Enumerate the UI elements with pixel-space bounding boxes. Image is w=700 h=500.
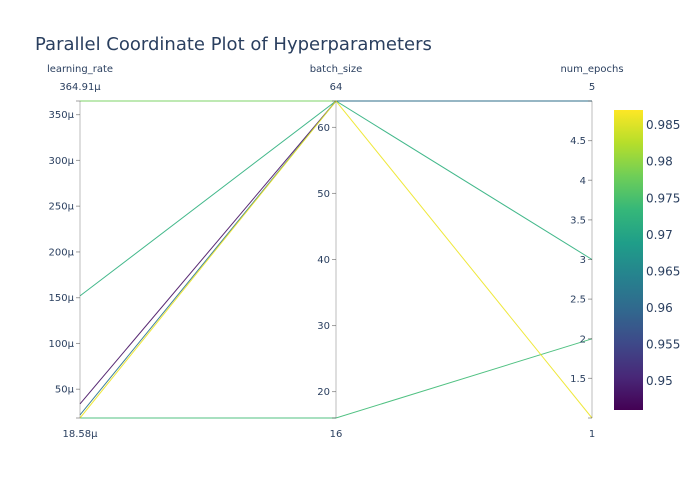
colorbar-tick-label: 0.965 (646, 264, 680, 278)
axis-range-max-label: 364.91µ (59, 82, 101, 93)
axis-tick-label: 50 (317, 189, 330, 200)
axis-tick-label: 3 (580, 255, 586, 266)
axis-learning_rate[interactable]: learning_rate 364.91µ 18.58µ 50µ 100µ 150µ 200… (47, 64, 113, 440)
axis-tick-label: 350µ (49, 110, 75, 121)
colorbar-tick-label: 0.96 (646, 301, 673, 315)
axis-tick-label: 30 (317, 321, 330, 332)
axis-tick-label: 20 (317, 387, 330, 398)
axis-range-min-label: 1 (589, 429, 595, 440)
axis-tick-label: 300µ (49, 156, 75, 167)
axis-tick-label: 4 (580, 176, 586, 187)
axis-tick-label: 40 (317, 255, 330, 266)
axis-tick-label: 60 (317, 123, 330, 134)
colorbar-tick-label: 0.975 (646, 191, 680, 205)
axis-tick-label: 3.5 (570, 215, 586, 226)
axis-tick-label: 200µ (49, 247, 75, 258)
axis-tick-label: 1.5 (570, 374, 586, 385)
colorbar: 0.95 0.955 0.96 0.965 0.97 0.975 0.98 0.985 (614, 110, 680, 410)
axis-tick-label: 50µ (55, 385, 75, 396)
axis-title: batch_size (310, 64, 363, 75)
colorbar-gradient (614, 110, 643, 410)
axis-brush-area[interactable] (584, 101, 600, 418)
colorbar-tick-label: 0.955 (646, 338, 680, 352)
axis-range-min-label: 16 (330, 429, 343, 440)
colorbar-tick-label: 0.985 (646, 118, 680, 132)
chart-title: Parallel Coordinate Plot of Hyperparamet… (35, 34, 432, 55)
axis-range-min-label: 18.58µ (63, 429, 99, 440)
axis-brush-area[interactable] (72, 101, 88, 418)
axis-tick-label: 2 (580, 334, 586, 345)
axis-range-max-label: 5 (589, 82, 595, 93)
axis-brush-area[interactable] (328, 101, 344, 418)
axis-title: learning_rate (47, 64, 113, 75)
axes-layer: learning_rate 364.91µ 18.58µ 50µ 100µ 150µ 200… (47, 64, 624, 440)
axis-batch_size[interactable]: batch_size 64 16 20 30 40 50 60 (310, 64, 363, 440)
axis-num_epochs[interactable]: num_epochs 5 1 1.5 2 2.5 3 3.5 4 4.5 (560, 64, 623, 440)
axis-tick-label: 150µ (49, 293, 75, 304)
axis-tick-label: 2.5 (570, 295, 586, 306)
colorbar-tick-label: 0.95 (646, 374, 673, 388)
axis-range-max-label: 64 (330, 82, 343, 93)
colorbar-tick-label: 0.97 (646, 228, 673, 242)
axis-title: num_epochs (560, 64, 623, 75)
axis-tick-label: 100µ (49, 339, 75, 350)
colorbar-tick-label: 0.98 (646, 155, 673, 169)
axis-tick-label: 4.5 (570, 136, 586, 147)
axis-tick-label: 250µ (49, 202, 75, 213)
